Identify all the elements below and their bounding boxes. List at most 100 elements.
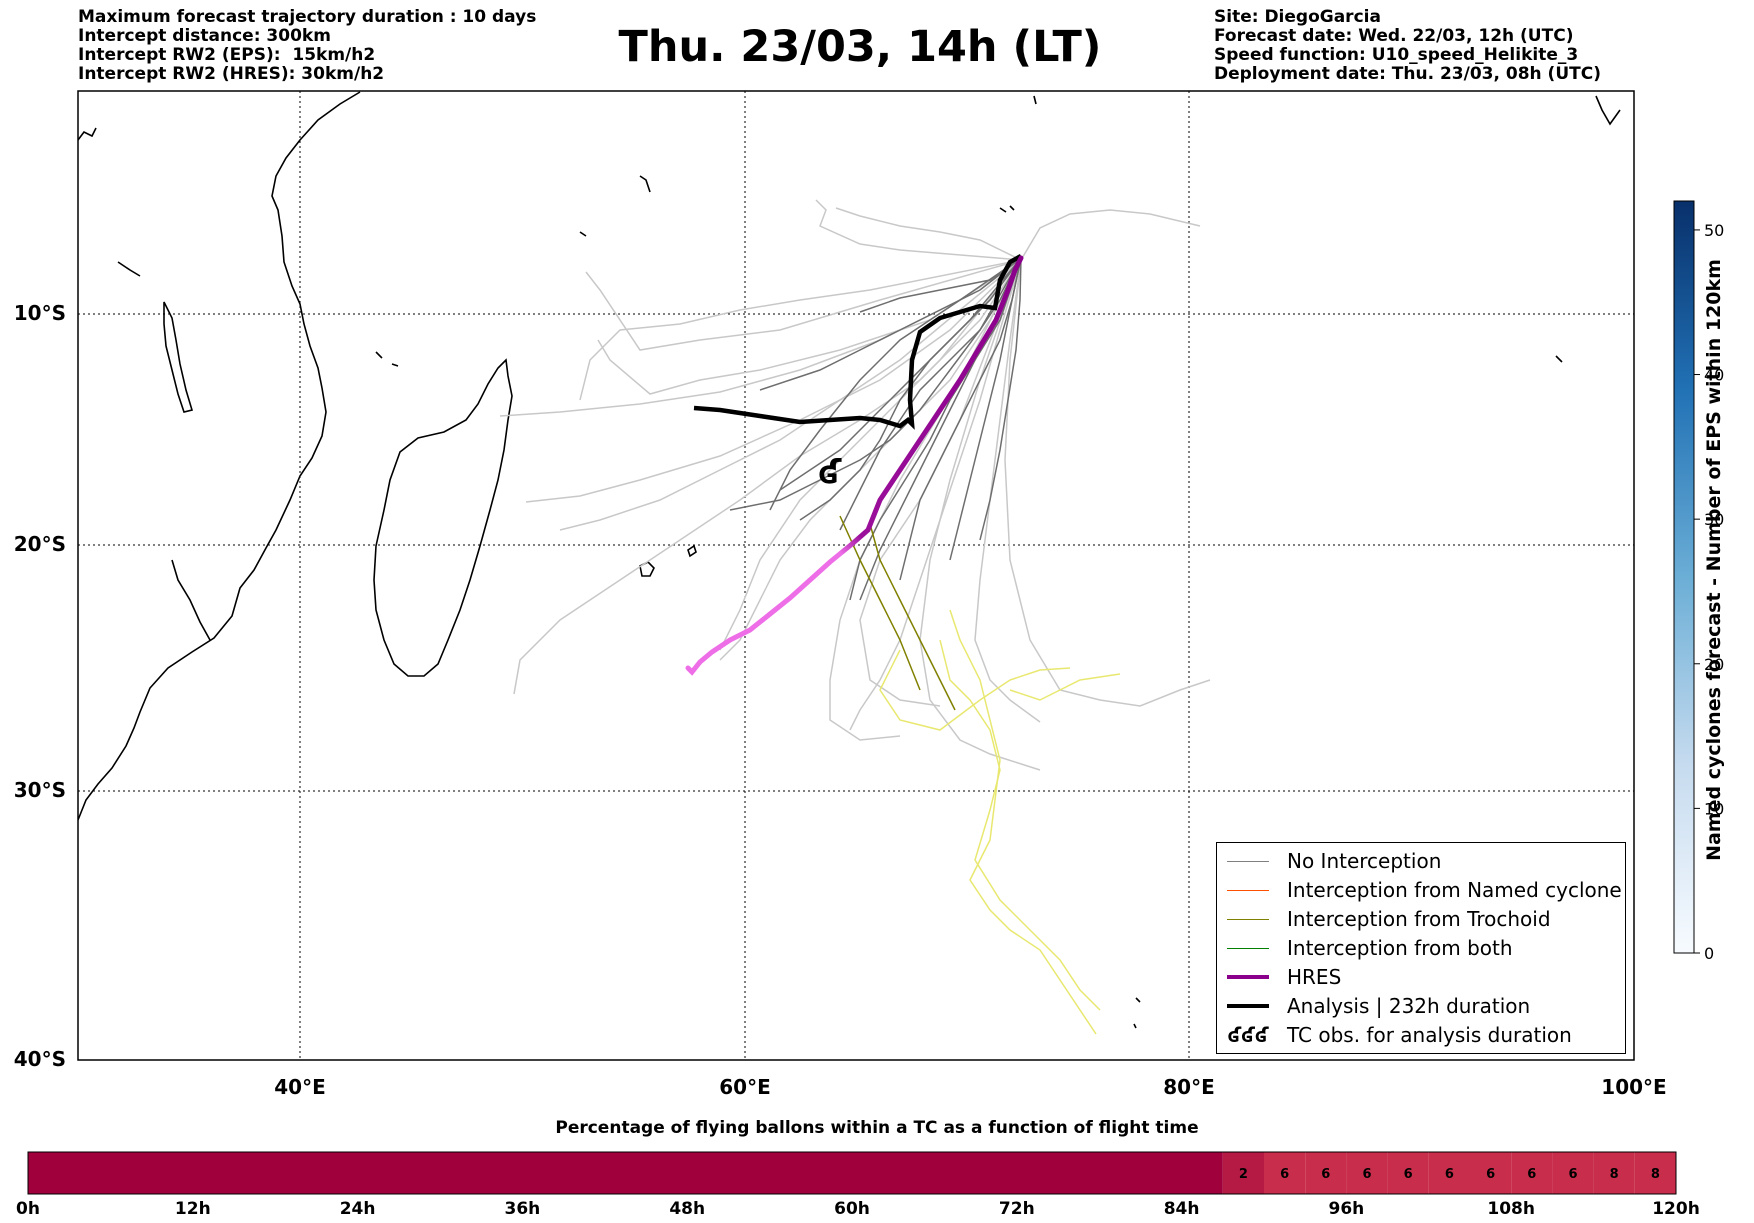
max-duration-text: Maximum forecast trajectory duration : 1…	[78, 7, 537, 27]
percentage-tick-label: 72h	[999, 1199, 1035, 1219]
forecast-date-text: Forecast date: Wed. 22/03, 12h (UTC)	[1214, 26, 1574, 46]
legend-label: TC obs. for analysis duration	[1287, 1023, 1572, 1047]
percentage-tick-label: 120h	[1652, 1199, 1700, 1219]
percentage-cell-label: 6	[1280, 1167, 1289, 1182]
hres-track	[685, 255, 1024, 676]
legend-swatch-hres	[1227, 975, 1269, 979]
percentage-cell	[1264, 1152, 1306, 1194]
deployment-date-text: Deployment date: Thu. 23/03, 08h (UTC)	[1214, 64, 1601, 84]
colorbar-tick-label: 40	[1704, 366, 1724, 385]
legend-item-hres: HRES	[1225, 965, 1341, 989]
legend-label: Interception from Trochoid	[1287, 907, 1551, 931]
percentage-cell	[1346, 1152, 1388, 1194]
percentage-bar-ticks: 0h 12h 24h 36h 48h 60h 72h 84h 96h 108h 120h	[16, 1199, 1700, 1219]
page-title: Thu. 23/03, 14h (LT)	[618, 22, 1102, 72]
map-frame	[77, 90, 1635, 1061]
percentage-tick-label: 108h	[1487, 1199, 1535, 1219]
legend-swatch-trochoid	[1227, 918, 1269, 920]
legend-swatch-named-cyclone	[1227, 889, 1269, 891]
colorbar-tick-label: 50	[1704, 221, 1724, 240]
legend-item-tc-obs: ʛʛʛ TC obs. for analysis duration	[1225, 1023, 1572, 1047]
legend-item-named-cyclone: Interception from Named cyclone	[1225, 878, 1622, 902]
percentage-tick-label: 24h	[340, 1199, 376, 1219]
amsterdam	[1133, 997, 1141, 1029]
colorbar-tick-label: 20	[1704, 655, 1724, 674]
site-text: Site: DiegoGarcia	[1214, 7, 1381, 27]
lake-tanganyika	[117, 261, 141, 277]
tc-obs-icon: ʛʛʛ	[1227, 1023, 1269, 1047]
intercept-hres-text: Intercept RW2 (HRES): 30km/h2	[78, 64, 385, 84]
percentage-tick-label: 36h	[505, 1199, 541, 1219]
colorbar-fill	[1673, 200, 1695, 954]
legend-label: HRES	[1287, 965, 1342, 989]
legend-swatch-analysis	[1227, 1004, 1269, 1008]
legend-item-both: Interception from both	[1225, 936, 1513, 960]
legend-item-trochoid: Interception from Trochoid	[1225, 907, 1551, 931]
percentage-cell-label: 6	[1527, 1167, 1536, 1182]
legend-label: Analysis | 232h duration	[1287, 994, 1531, 1018]
yellow-tracks	[879, 609, 1121, 1035]
lat-tick-10: 10°S	[14, 301, 66, 325]
colorbar-tick-label: 0	[1704, 944, 1714, 963]
lat-tick-20: 20°S	[14, 532, 66, 556]
percentage-cell	[1222, 1152, 1264, 1194]
percentage-cell	[1511, 1152, 1553, 1194]
percentage-tick-label: 60h	[834, 1199, 870, 1219]
sri-lanka-edge	[1595, 95, 1621, 126]
lon-tick-60: 60°E	[719, 1075, 771, 1099]
lake-malawi	[163, 301, 194, 413]
mauritius	[687, 544, 697, 558]
percentage-cell	[1428, 1152, 1470, 1194]
legend: No Interception Interception from Named …	[1216, 842, 1626, 1054]
axis-labels: 40°E 60°E 80°E 100°E 10°S 20°S 30°S 40°S	[14, 301, 1667, 1099]
legend-swatch-no-interception	[1227, 860, 1269, 862]
percentage-tick-label: 84h	[1164, 1199, 1200, 1219]
legend-label: No Interception	[1287, 849, 1442, 873]
mozambique-inner	[171, 559, 211, 641]
percentage-cell-label: 2	[1239, 1167, 1248, 1182]
legend-label: Interception from both	[1287, 936, 1513, 960]
legend-swatch-both	[1227, 947, 1269, 949]
colorbar-title: Named cyclones forecast - Number of EPS …	[1703, 259, 1725, 861]
legend-item-analysis: Analysis | 232h duration	[1225, 994, 1530, 1018]
percentage-bar-title: Percentage of flying ballons within a TC…	[555, 1118, 1199, 1138]
africa-coast	[78, 91, 361, 821]
percentage-cell	[1305, 1152, 1347, 1194]
colorbar-tick-label: 30	[1704, 510, 1724, 529]
percentage-tick-label: 48h	[669, 1199, 705, 1219]
percentage-bar-frame	[27, 1151, 1677, 1195]
percentage-cell-label: 6	[1321, 1167, 1330, 1182]
percentage-cell-label: 6	[1486, 1167, 1495, 1182]
maldives	[1033, 95, 1037, 105]
comoros	[375, 351, 399, 367]
percentage-cell	[1470, 1152, 1512, 1194]
arabia-coast	[78, 127, 97, 141]
lon-tick-40: 40°E	[274, 1075, 326, 1099]
coastlines	[78, 91, 1621, 1029]
reunion	[639, 561, 655, 577]
percentage-cell	[1387, 1152, 1429, 1194]
colorbar-ticks: 0 10 20 30 40 50	[1694, 221, 1724, 963]
analysis-track	[693, 254, 1023, 430]
header-left: Maximum forecast trajectory duration : 1…	[78, 8, 536, 84]
percentage-cell-label: 6	[1445, 1167, 1454, 1182]
ensemble-tracks-light	[499, 199, 1211, 771]
seychelles	[579, 175, 651, 237]
percentage-tick-label: 12h	[175, 1199, 211, 1219]
lon-tick-100: 100°E	[1601, 1075, 1666, 1099]
intercept-distance-text: Intercept distance: 300km	[78, 26, 331, 46]
speed-function-text: Speed function: U10_speed_Helikite_3	[1214, 45, 1579, 65]
intercept-eps-text: Intercept RW2 (EPS): 15km/h2	[78, 45, 376, 65]
trochoid-tracks	[839, 515, 956, 711]
madagascar	[373, 358, 513, 677]
colorbar: 0 10 20 30 40 50	[1673, 200, 1724, 963]
percentage-cell-label: 8	[1610, 1167, 1619, 1182]
lat-tick-40: 40°S	[14, 1047, 66, 1071]
percentage-bar: 2 6 6 6 6 6 6 6 6 8 8	[27, 1151, 1677, 1195]
colorbar-tick-label: 10	[1704, 799, 1724, 818]
percentage-tick-label: 0h	[16, 1199, 40, 1219]
percentage-cell-label: 6	[1568, 1167, 1577, 1182]
chagos	[999, 205, 1015, 213]
percentage-cell-label: 6	[1362, 1167, 1371, 1182]
legend-label: Interception from Named cyclone	[1287, 878, 1622, 902]
